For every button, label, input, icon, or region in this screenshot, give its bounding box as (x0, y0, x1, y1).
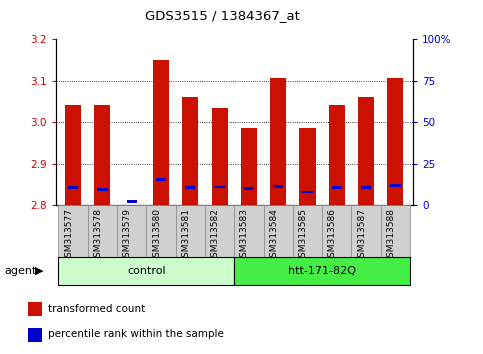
Bar (299, 129, 315, 205)
Bar (176, 205, 205, 257)
Bar (322, 205, 352, 257)
Bar (127, 200, 137, 202)
Bar (264, 205, 293, 257)
Text: GSM313587: GSM313587 (357, 208, 366, 263)
Text: percentile rank within the sample: percentile rank within the sample (48, 329, 224, 339)
Bar (205, 205, 234, 257)
Bar (117, 205, 146, 257)
Text: htt-171-82Q: htt-171-82Q (288, 266, 356, 276)
Bar (28, 302, 43, 316)
Bar (244, 187, 254, 190)
Bar (94, 105, 111, 205)
Text: GSM313581: GSM313581 (181, 208, 190, 263)
Bar (212, 108, 227, 205)
Text: GDS3515 / 1384367_at: GDS3515 / 1384367_at (145, 9, 299, 22)
Text: GSM313584: GSM313584 (269, 208, 278, 263)
Bar (332, 186, 342, 189)
Bar (97, 188, 108, 191)
Text: GSM313580: GSM313580 (152, 208, 161, 263)
Bar (234, 257, 410, 285)
Text: transformed count: transformed count (48, 303, 145, 314)
Text: GSM313579: GSM313579 (123, 208, 132, 263)
Bar (329, 105, 345, 205)
Bar (88, 205, 117, 257)
Bar (234, 205, 264, 257)
Bar (270, 79, 286, 205)
Text: GSM313582: GSM313582 (211, 208, 220, 263)
Text: GSM313588: GSM313588 (386, 208, 396, 263)
Bar (58, 205, 88, 257)
Bar (241, 129, 257, 205)
Bar (302, 190, 313, 194)
Text: ▶: ▶ (35, 266, 43, 276)
Text: GSM313577: GSM313577 (64, 208, 73, 263)
Bar (153, 60, 169, 205)
Bar (214, 185, 225, 188)
Bar (293, 205, 322, 257)
Text: agent: agent (5, 266, 37, 276)
Bar (146, 205, 176, 257)
Bar (358, 97, 374, 205)
Text: GSM313586: GSM313586 (328, 208, 337, 263)
Bar (387, 79, 403, 205)
Bar (28, 328, 43, 342)
Bar (156, 178, 166, 181)
Bar (68, 187, 78, 189)
Text: GSM313583: GSM313583 (240, 208, 249, 263)
Bar (381, 205, 410, 257)
Bar (65, 105, 81, 205)
Bar (390, 184, 400, 187)
Bar (361, 186, 371, 189)
Text: control: control (127, 266, 166, 276)
Bar (273, 185, 284, 188)
Text: GSM313578: GSM313578 (93, 208, 102, 263)
Bar (182, 97, 199, 205)
Bar (352, 205, 381, 257)
Bar (58, 257, 234, 285)
Bar (185, 186, 196, 189)
Text: GSM313585: GSM313585 (298, 208, 308, 263)
